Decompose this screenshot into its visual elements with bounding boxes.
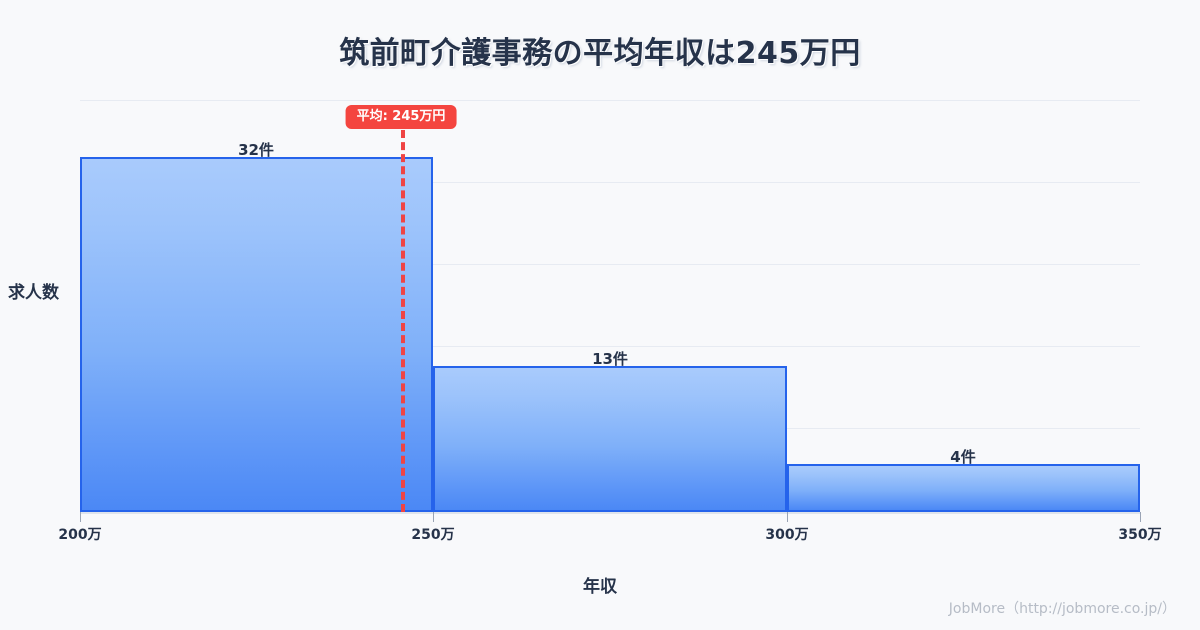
x-tick-mark: [1140, 512, 1141, 522]
x-axis-title: 年収: [583, 577, 617, 597]
page-title: 筑前町介護事務の平均年収は245万円: [339, 36, 861, 71]
gridline: [80, 264, 1140, 265]
bar-200-250[interactable]: [80, 157, 433, 512]
x-tick-label: 200万: [58, 527, 102, 543]
x-tick-label: 250万: [411, 527, 455, 543]
average-badge: 平均: 245万円: [345, 105, 457, 129]
x-tick-label: 350万: [1118, 527, 1162, 543]
x-tick-mark: [80, 512, 81, 522]
x-axis-line: [80, 512, 1140, 514]
y-axis-title: 求人数: [8, 283, 59, 303]
bar-value-label: 32件: [238, 141, 274, 159]
gridline: [80, 182, 1140, 183]
bar-300-350[interactable]: [787, 464, 1140, 512]
gridline: [80, 100, 1140, 101]
footer-credit: JobMore（http://jobmore.co.jp/）: [948, 601, 1176, 617]
bar-value-label: 4件: [950, 448, 976, 466]
bar-250-300[interactable]: [433, 366, 787, 512]
x-tick-mark: [787, 512, 788, 522]
gridline: [80, 346, 1140, 347]
bar-value-label: 13件: [592, 350, 628, 368]
x-tick-mark: [433, 512, 434, 522]
x-tick-label: 300万: [765, 527, 809, 543]
average-line: [401, 130, 405, 512]
